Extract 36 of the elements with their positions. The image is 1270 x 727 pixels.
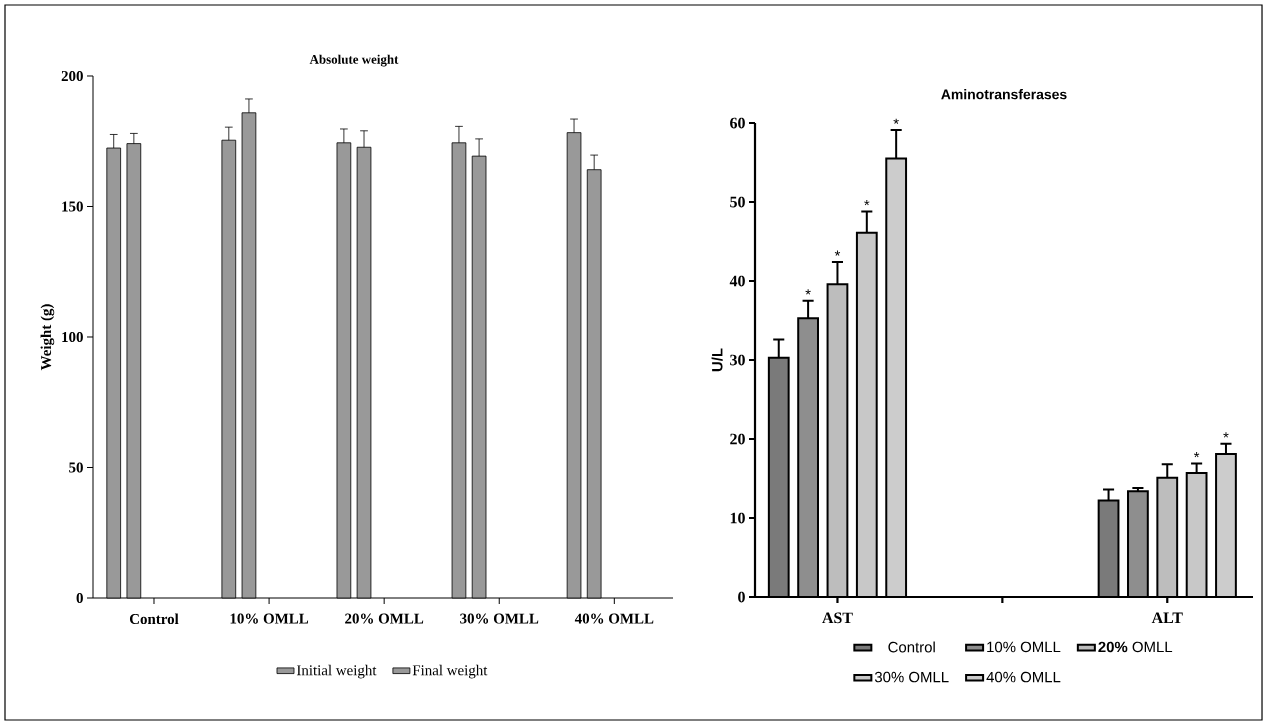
chart-title: Absolute weight — [309, 54, 399, 67]
y-tick-label: 0 — [76, 592, 83, 604]
y-tick-label: 200 — [61, 70, 83, 82]
annotation: * — [864, 200, 870, 206]
x-tick-label: 10% OMLL — [230, 613, 309, 624]
legend-label: Control — [888, 641, 935, 653]
legend-label: 20% OMLL — [1098, 641, 1173, 653]
y-tick-label: 60 — [730, 117, 745, 129]
annotation: * — [893, 118, 899, 124]
x-tick-label: ALT — [1151, 612, 1183, 624]
legend-label: 40% OMLL — [986, 671, 1061, 683]
y-tick-label: 0 — [738, 591, 745, 603]
legend-label: Initial weight — [296, 664, 377, 679]
x-tick-label: 30% OMLL — [460, 613, 539, 624]
y-tick-label: 40 — [729, 275, 745, 287]
x-tick-label: Control — [129, 613, 179, 625]
y-tick-label: 30 — [730, 354, 745, 366]
y-tick-label: 20 — [730, 433, 745, 445]
annotation: * — [834, 250, 841, 256]
y-tick-label: 150 — [62, 201, 83, 212]
legend-label: Final weight — [412, 664, 488, 679]
legend-label: 30% OMLL — [874, 671, 949, 683]
annotation: * — [805, 289, 811, 295]
annotation: * — [1223, 432, 1229, 438]
x-tick-label: AST — [822, 612, 853, 624]
legend-label: 10% OMLL — [987, 641, 1061, 653]
y-axis-title: U/L — [711, 348, 723, 372]
x-tick-label: 20% OMLL — [345, 613, 424, 624]
y-tick-label: 10 — [730, 512, 745, 524]
chart-title: Aminotransferases — [941, 89, 1067, 100]
y-tick-label: 100 — [62, 331, 83, 343]
y-tick-label: 50 — [69, 462, 83, 473]
x-tick-label: 40% OMLL — [574, 613, 654, 624]
annotation: * — [1193, 452, 1200, 458]
y-tick-label: 50 — [730, 196, 745, 208]
y-axis-title: Weight (g) — [40, 304, 55, 371]
